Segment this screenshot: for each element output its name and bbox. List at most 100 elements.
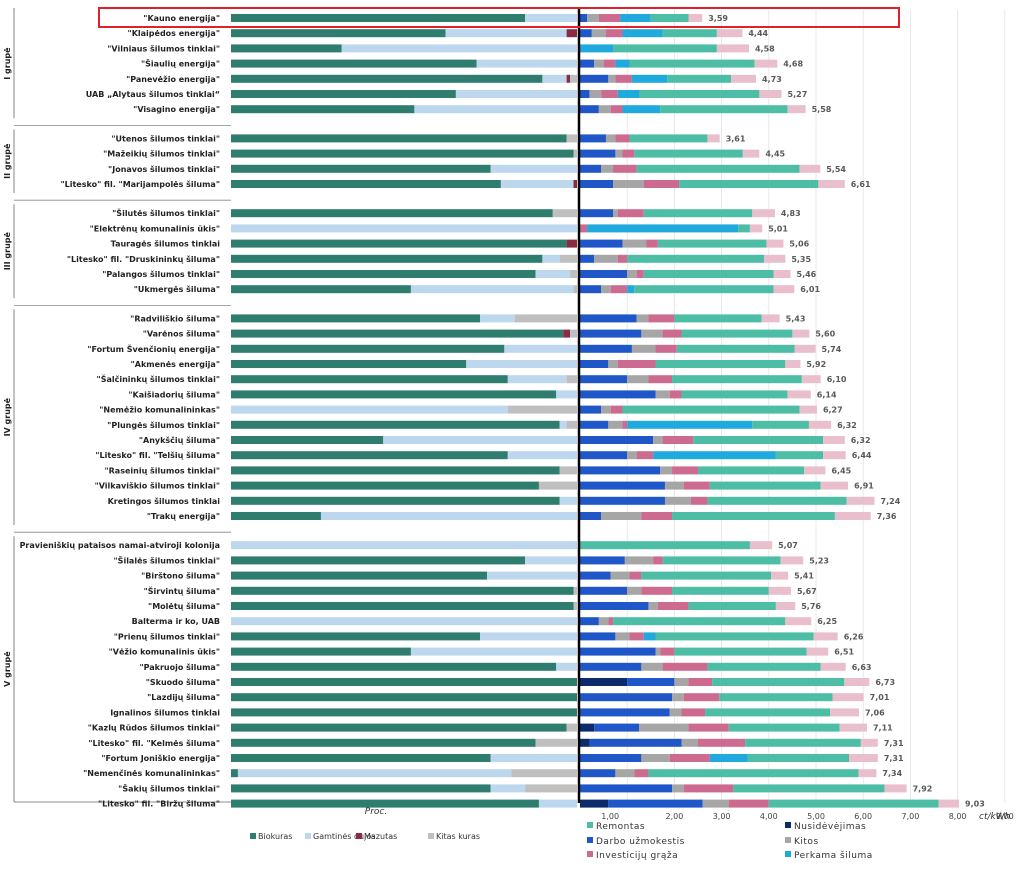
bar-segment-Darbo užmokestis: [580, 571, 611, 580]
bar-segment-Biokuras: [231, 14, 526, 22]
bar-segment-Remontas: [672, 512, 835, 520]
bar-segment-Kitas kuras: [525, 784, 577, 793]
bar-segment-Perkama šiluma: [620, 14, 651, 22]
bar-segment-Remontas: [738, 224, 750, 233]
bar-segment-Investicijų grąža: [622, 420, 628, 429]
x-tick-label: 4,00: [760, 812, 778, 821]
bar-segment-Remontas: [580, 541, 750, 550]
bar-segment-Darbo užmokestis: [580, 662, 642, 671]
bar-segment-Kitas kuras: [552, 209, 577, 218]
bar-segment-Biokuras: [231, 134, 567, 143]
x-tick-label: 8,00: [949, 812, 967, 821]
bar-segment-Remontas: [613, 44, 717, 53]
bar-segment-Biokuras: [231, 678, 577, 686]
category-label: "Elektrėnų komunalinis ūkis": [90, 224, 220, 233]
bar-segment-Investicijų grąža: [669, 390, 682, 399]
total-value-label: 5,06: [789, 240, 809, 249]
bar-segment-Gamtinės dujos: [538, 799, 577, 808]
bar-segment-Remontas: [634, 285, 774, 294]
bar-segment-Kitas: [688, 14, 703, 22]
total-value-label: 7,11: [873, 724, 893, 733]
legend-label: Mazutas: [364, 832, 397, 841]
bar-segment-Perkama šiluma: [631, 74, 668, 83]
bar-segment-Kitas kuras: [573, 586, 577, 595]
category-label: "Radviliškio šiluma": [130, 313, 220, 323]
highlight-box: [98, 7, 900, 28]
bar-segment-Gamtinės dujos: [525, 14, 577, 22]
bar-segment-Gamtinės dujos: [476, 59, 577, 68]
bar-segment-Biokuras: [231, 180, 501, 188]
bar-segment-Biokuras: [231, 390, 557, 399]
bar-segment-Biokuras: [231, 738, 536, 747]
bar-segment-Biokuras: [231, 571, 488, 580]
bar-segment-Darbo užmokestis: [580, 29, 592, 38]
total-value-label: 5,43: [786, 314, 806, 323]
bar-segment-Gamtinės dujos: [500, 180, 574, 188]
category-label: "Trakų energija": [147, 512, 220, 521]
bar-segment-Investicijų grąža: [688, 678, 713, 686]
bar-segment-Remontas: [679, 180, 819, 188]
bar-segment-Darbo užmokestis: [580, 105, 599, 114]
bar-segment-Investicijų grąža: [605, 29, 623, 38]
bar-segment-Kitos: [660, 466, 673, 475]
bar-segment-Investicijų grąža: [648, 375, 673, 384]
bar-segment-Kitas: [834, 512, 871, 520]
bar-segment-Remontas: [719, 693, 833, 702]
total-value-label: 7,34: [882, 769, 902, 778]
bar-segment-Kitas: [752, 209, 775, 218]
total-value-label: 7,36: [877, 512, 897, 521]
bar-segment-Darbo užmokestis: [580, 314, 637, 323]
bar-segment-Biokuras: [231, 693, 577, 702]
bar-segment-Kitas: [787, 105, 806, 114]
bar-segment-Remontas: [674, 314, 762, 323]
legend-swatch: [587, 851, 593, 857]
bar-segment-Biokuras: [231, 105, 415, 114]
bar-segment-Remontas: [768, 799, 939, 808]
total-value-label: 6,44: [852, 451, 872, 460]
bar-segment-Biokuras: [231, 723, 567, 732]
bar-segment-Gamtinės dujos: [231, 541, 577, 550]
bar-segment-Gamtinės dujos: [507, 451, 577, 460]
bar-segment-Remontas: [629, 134, 708, 143]
bar-segment-Gamtinės dujos: [445, 29, 567, 38]
bar-segment-Investicijų grąža: [672, 466, 698, 475]
total-value-label: 6,25: [817, 617, 837, 626]
bar-segment-Remontas: [636, 164, 800, 173]
bar-segment-Darbo užmokestis: [580, 390, 656, 399]
bar-segment-Gamtinės dujos: [559, 420, 567, 429]
bar-segment-Kitas: [707, 134, 720, 143]
bar-segment-Kitos: [608, 74, 616, 83]
bar-segment-Kitas: [884, 784, 907, 793]
bar-segment-Investicijų grąža: [636, 270, 644, 278]
bar-segment-Kitos: [601, 164, 614, 173]
bar-segment-Remontas: [655, 360, 786, 368]
bar-segment-Biokuras: [231, 90, 456, 98]
bar-segment-Remontas: [627, 254, 765, 263]
bar-segment-Darbo užmokestis: [580, 632, 616, 641]
bar-segment-Investicijų grąža: [617, 209, 644, 218]
bar-segment-Kitos: [653, 436, 663, 444]
legend-label: Kitos: [794, 837, 819, 847]
bar-segment-Darbo užmokestis: [580, 254, 595, 263]
bar-segment-Kitos: [627, 270, 637, 278]
category-label: "Varėnos šiluma": [143, 329, 220, 339]
bar-segment-Investicijų grąža: [613, 164, 637, 173]
bar-segment-Gamtinės dujos: [542, 254, 560, 263]
total-value-label: 7,01: [870, 693, 890, 702]
bar-segment-Remontas: [752, 420, 809, 429]
bar-segment-Investicijų grąža: [728, 799, 769, 808]
bar-segment-Kitos: [605, 134, 616, 143]
category-label: Pravieniškių pataisos namai-atviroji kol…: [20, 540, 220, 550]
bar-segment-Kitas: [813, 632, 838, 641]
bar-segment-Kitas kuras: [514, 314, 577, 323]
bar-segment-Investicijų grąža: [681, 708, 706, 717]
bar-segment-Investicijų grąža: [598, 14, 621, 22]
bar-segment-Kitos: [594, 59, 604, 68]
bar-segment-Biokuras: [231, 754, 491, 762]
bar-segment-Perkama šiluma: [627, 285, 635, 294]
bar-segment-Darbo užmokestis: [627, 678, 675, 686]
total-value-label: 3,61: [726, 134, 746, 143]
bar-segment-Kitos: [641, 662, 663, 671]
bar-segment-Darbo užmokestis: [580, 164, 602, 173]
